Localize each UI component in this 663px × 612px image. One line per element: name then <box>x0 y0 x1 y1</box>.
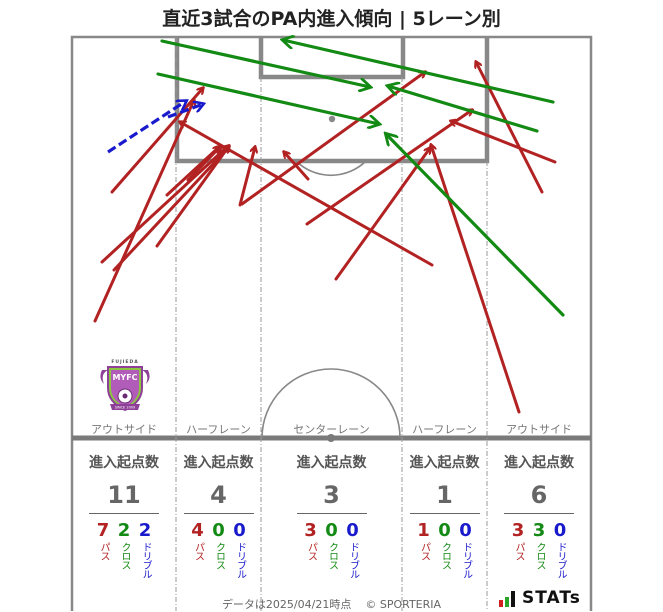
divider <box>89 513 159 514</box>
footer: データは2025/04/21時点 © SPORTERIA <box>0 596 663 612</box>
dribble-label: ドリブル <box>347 542 359 578</box>
dribble-arrows <box>107 101 203 154</box>
lane-stats-right-outside: 進入起点数 6 3 パス 3 クロス 0 ドリブル <box>487 452 591 578</box>
pass-arrow <box>186 146 221 182</box>
pass-count: 3 <box>511 520 525 541</box>
pass-label: パス <box>98 542 109 560</box>
entry-total: 11 <box>107 481 141 509</box>
pass-arrow <box>112 147 229 272</box>
lane-label-right-halfspace: ハーフレーン <box>412 423 477 436</box>
lane-label-center: センターレーン <box>293 423 370 436</box>
divider <box>183 513 254 514</box>
pass-label: パス <box>192 542 204 560</box>
lane-label-left-halfspace: ハーフレーン <box>186 423 251 436</box>
dribble-count: 0 <box>346 520 359 541</box>
cross-label: クロス <box>119 542 130 569</box>
pass-count: 4 <box>191 520 204 541</box>
cross-label: クロス <box>326 542 338 569</box>
dribble-count: 0 <box>459 520 472 541</box>
pass-count: 3 <box>304 520 317 541</box>
stats-logo: STATs <box>499 589 581 607</box>
logo-bar-black-icon <box>511 591 515 607</box>
pass-arrow <box>431 145 521 414</box>
pass-arrow <box>476 62 544 194</box>
pass-arrow <box>180 122 434 267</box>
dribble-arrow <box>107 101 186 154</box>
cross-label: クロス <box>213 542 225 569</box>
cross-label: クロス <box>439 542 451 569</box>
lane-label-right-outside: アウトサイド <box>506 423 572 436</box>
data-date: データは2025/04/21時点 <box>221 598 352 611</box>
pass-arrow <box>334 148 430 281</box>
lane-stats-left-outside: 進入起点数 11 7 パス 2 クロス 2 ドリブル <box>72 452 176 578</box>
lane-stats-center: 進入起点数 3 3 パス 0 クロス 0 ドリブル <box>261 452 402 578</box>
divider <box>504 513 574 514</box>
pass-arrow <box>238 147 255 207</box>
pass-count: 1 <box>417 520 430 541</box>
dribble-label: ドリブル <box>555 542 566 578</box>
cross-arrows <box>156 39 565 317</box>
pass-arrow <box>240 72 425 206</box>
pass-arrow <box>155 146 229 248</box>
cross-arrow <box>386 134 565 317</box>
entry-total: 6 <box>530 481 548 509</box>
dribble-arrow <box>167 104 203 119</box>
entry-total: 1 <box>436 481 453 509</box>
divider <box>296 513 367 514</box>
dribble-count: 2 <box>138 520 152 541</box>
svg-text:MYFC: MYFC <box>112 373 137 382</box>
stat-header: 進入起点数 <box>296 455 367 471</box>
cross-arrow <box>156 72 379 124</box>
lane-stats-right-halfspace: 進入起点数 1 1 パス 0 クロス 0 ドリブル <box>402 452 487 578</box>
entry-total: 3 <box>323 481 340 509</box>
cross-count: 0 <box>212 520 225 541</box>
pass-arrow <box>93 100 194 323</box>
cross-label: クロス <box>534 542 545 569</box>
center-spot <box>327 434 335 442</box>
cross-arrow <box>388 86 539 133</box>
dribble-count: 0 <box>553 520 567 541</box>
stat-header: 進入起点数 <box>409 455 480 471</box>
cross-count: 3 <box>532 520 546 541</box>
pass-arrow <box>305 110 472 226</box>
dribble-label: ドリブル <box>460 542 472 578</box>
svg-text:SINCE 2009: SINCE 2009 <box>115 406 136 410</box>
pass-arrow <box>451 121 557 164</box>
pass-label: パス <box>305 542 317 560</box>
cross-count: 0 <box>438 520 451 541</box>
cross-count: 2 <box>117 520 131 541</box>
cross-arrow <box>160 39 370 87</box>
pass-arrow <box>100 146 228 264</box>
pass-arrow <box>284 152 310 181</box>
lane-label-left-outside: アウトサイド <box>91 423 157 436</box>
pass-label: パス <box>513 542 524 560</box>
cross-count: 0 <box>325 520 338 541</box>
entry-total: 4 <box>210 481 227 509</box>
dribble-label: ドリブル <box>234 542 246 578</box>
svg-text:FUJIEDA: FUJIEDA <box>111 359 138 365</box>
dribble-count: 0 <box>233 520 246 541</box>
logo-text: STATs <box>522 588 581 608</box>
lane-stats-left-halfspace: 進入起点数 4 4 パス 0 クロス 0 ドリブル <box>176 452 261 578</box>
copyright: © SPORTERIA <box>365 598 442 611</box>
chart-title: 直近3試合のPA内進入傾向 | 5レーン別 <box>162 8 501 30</box>
stat-header: 進入起点数 <box>89 455 159 471</box>
pass-label: パス <box>418 542 430 560</box>
cross-arrow <box>283 40 555 104</box>
logo-bar-green-icon <box>505 597 509 607</box>
stat-header: 進入起点数 <box>183 455 254 471</box>
pass-count: 7 <box>96 520 110 541</box>
team-crest-logo: FUJIEDA MYFC SINCE 2009 <box>100 359 150 412</box>
stat-header: 進入起点数 <box>504 455 574 471</box>
divider <box>409 513 480 514</box>
penalty-spot <box>328 115 336 123</box>
dribble-label: ドリブル <box>140 542 151 578</box>
logo-bar-red-icon <box>499 600 503 607</box>
